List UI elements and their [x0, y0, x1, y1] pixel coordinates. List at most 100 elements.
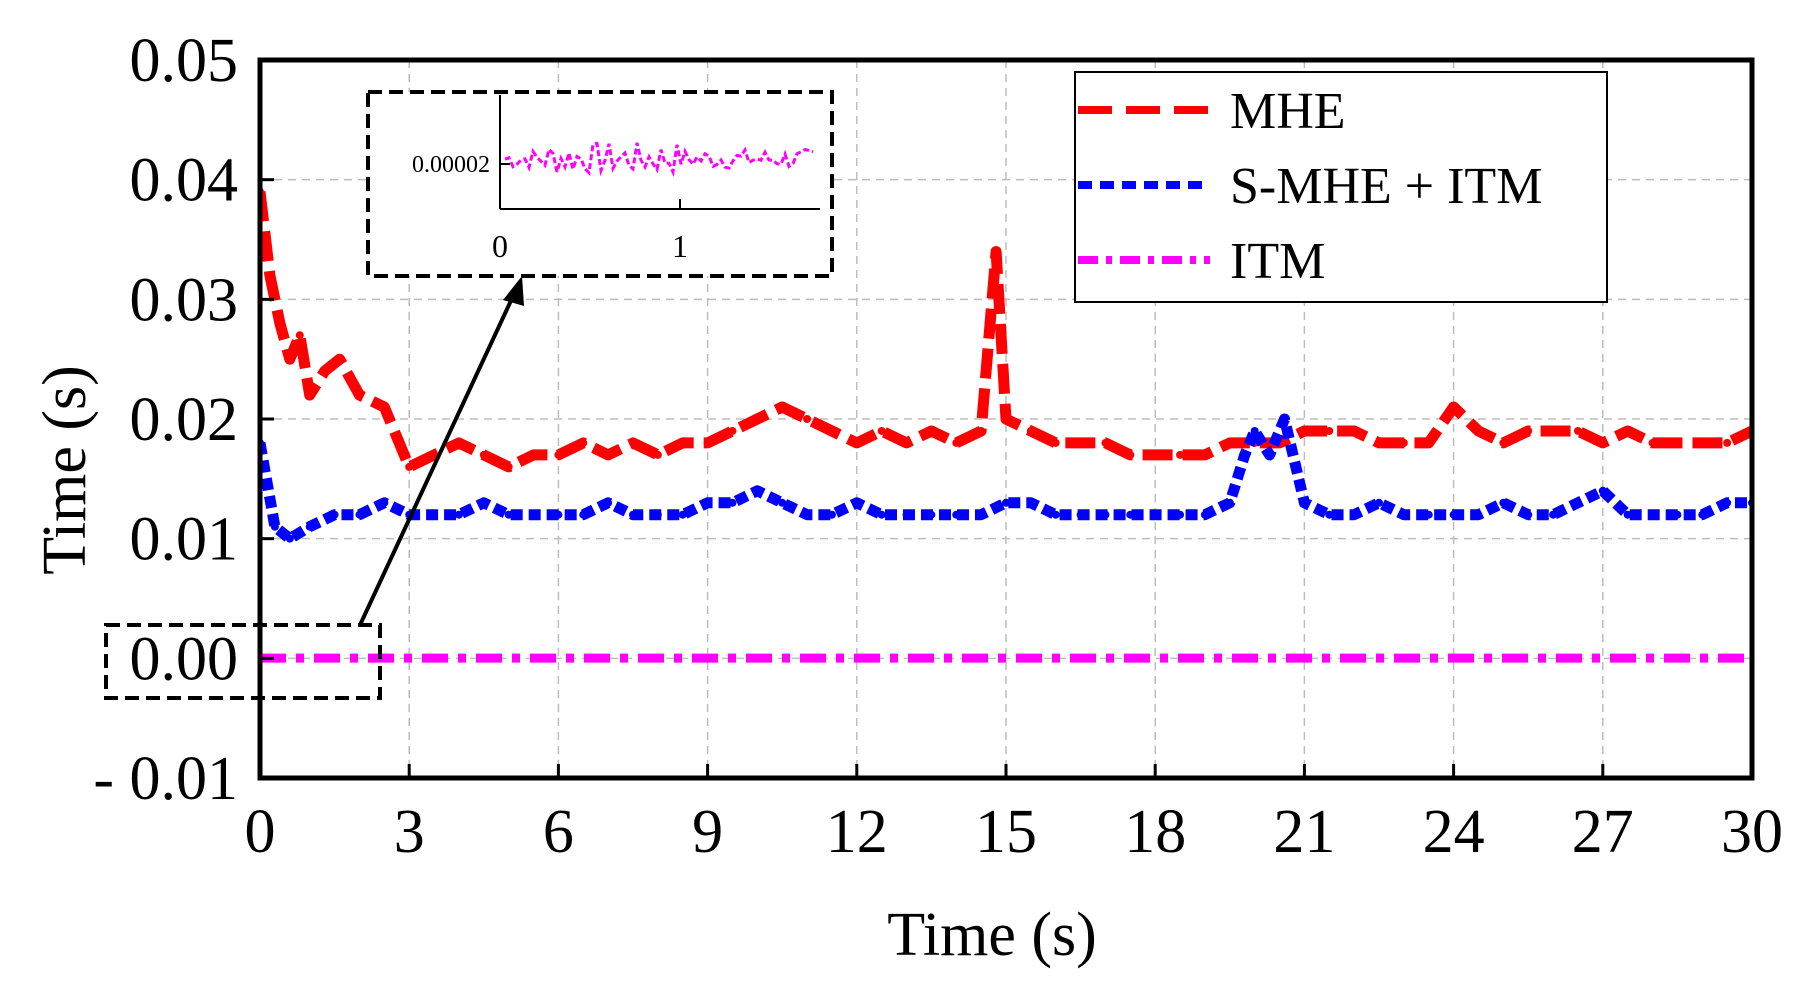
data-point	[604, 450, 613, 459]
x-tick-label: 9	[692, 798, 723, 866]
data-point	[554, 510, 563, 519]
data-point	[1325, 510, 1334, 519]
inset-xtick-label-1: 1	[672, 228, 688, 264]
data-point	[1176, 510, 1185, 519]
data-point	[1524, 426, 1533, 435]
data-point	[1225, 438, 1234, 447]
data-point	[1350, 510, 1359, 519]
y-tick-label: 0.02	[130, 386, 239, 454]
data-point	[877, 510, 886, 519]
data-point	[852, 498, 861, 507]
data-point	[1151, 510, 1160, 519]
data-point	[629, 438, 637, 447]
data-point	[479, 498, 488, 507]
zoom-marker-box	[104, 623, 382, 700]
data-point	[728, 498, 737, 507]
data-point	[778, 403, 787, 412]
data-point	[1524, 510, 1533, 519]
data-point	[295, 331, 304, 340]
data-point	[1176, 450, 1185, 459]
data-point	[703, 438, 712, 447]
y-tick-label: 0.00	[130, 625, 239, 693]
x-tick-label: 3	[394, 798, 425, 866]
data-point	[479, 450, 488, 459]
data-point	[1350, 426, 1359, 435]
legend: MHE S-MHE + ITM ITM	[1074, 71, 1608, 303]
data-point	[1399, 438, 1408, 447]
data-point	[1723, 438, 1732, 447]
data-point	[1723, 498, 1732, 507]
data-point	[355, 510, 364, 519]
data-point	[1623, 426, 1632, 435]
data-point	[1573, 426, 1582, 435]
inset-series	[504, 141, 814, 178]
data-point	[927, 510, 936, 519]
data-point	[1573, 498, 1582, 507]
data-point	[852, 438, 861, 447]
x-tick-label: 24	[1423, 798, 1485, 866]
data-point	[1101, 438, 1110, 447]
data-point	[1474, 510, 1483, 519]
inset-ytick-label: 0.00002	[412, 152, 490, 178]
data-point	[827, 426, 836, 435]
legend-label-smhe: S-MHE + ITM	[1230, 158, 1542, 215]
data-point	[977, 426, 986, 435]
data-point	[653, 450, 662, 459]
data-point	[454, 438, 463, 447]
data-point	[1673, 510, 1682, 519]
legend-label-mhe: MHE	[1230, 83, 1346, 140]
data-point	[803, 510, 812, 519]
legend-label-itm: ITM	[1230, 233, 1325, 290]
x-tick-label: 15	[975, 798, 1037, 866]
data-point	[380, 498, 389, 507]
data-point	[1499, 438, 1508, 447]
data-point	[1300, 498, 1309, 507]
data-point	[1051, 510, 1060, 519]
data-point	[305, 391, 314, 400]
data-point	[1474, 426, 1483, 435]
data-point	[678, 438, 687, 447]
data-point	[827, 510, 836, 519]
data-point	[604, 498, 613, 507]
zoom-arrow-head	[503, 276, 524, 306]
inset: 0.00002 0 1	[366, 90, 834, 278]
data-point	[1051, 438, 1060, 447]
data-point	[877, 426, 886, 435]
data-point	[285, 355, 294, 364]
data-point	[1076, 438, 1085, 447]
series-line-mhe	[260, 190, 1752, 473]
data-point	[1698, 438, 1707, 447]
data-point	[902, 510, 911, 519]
x-axis-label: Time (s)	[887, 901, 1097, 969]
data-point	[1265, 450, 1274, 459]
data-point	[1101, 510, 1110, 519]
data-point	[1002, 498, 1010, 507]
data-point	[952, 438, 961, 447]
y-axis-label: Time (s)	[31, 365, 99, 575]
data-point	[504, 462, 513, 471]
data-point	[1126, 450, 1135, 459]
data-point	[753, 486, 762, 495]
data-point	[1549, 426, 1558, 435]
data-point	[1250, 426, 1259, 435]
data-point	[285, 534, 294, 543]
inset-xtick-label-0: 0	[492, 228, 508, 264]
data-point	[1325, 426, 1334, 435]
data-point	[579, 438, 588, 447]
data-point	[1499, 498, 1508, 507]
x-tick-label: 30	[1721, 798, 1783, 866]
data-point	[335, 355, 344, 364]
data-point	[330, 510, 339, 519]
data-point	[529, 450, 538, 459]
data-point	[992, 247, 1001, 256]
x-tick-label: 27	[1572, 798, 1634, 866]
data-point	[1126, 510, 1135, 519]
x-tick-label: 12	[826, 798, 888, 866]
data-point	[380, 403, 389, 412]
data-point	[977, 510, 986, 519]
data-point	[753, 415, 762, 423]
ticks: 0 3 6 9 12 15 18 21 24 27 30 - 0.01 0.00 0.01 0.02 0.03…	[93, 27, 1783, 866]
data-point	[1375, 438, 1383, 447]
data-point	[1648, 438, 1657, 447]
